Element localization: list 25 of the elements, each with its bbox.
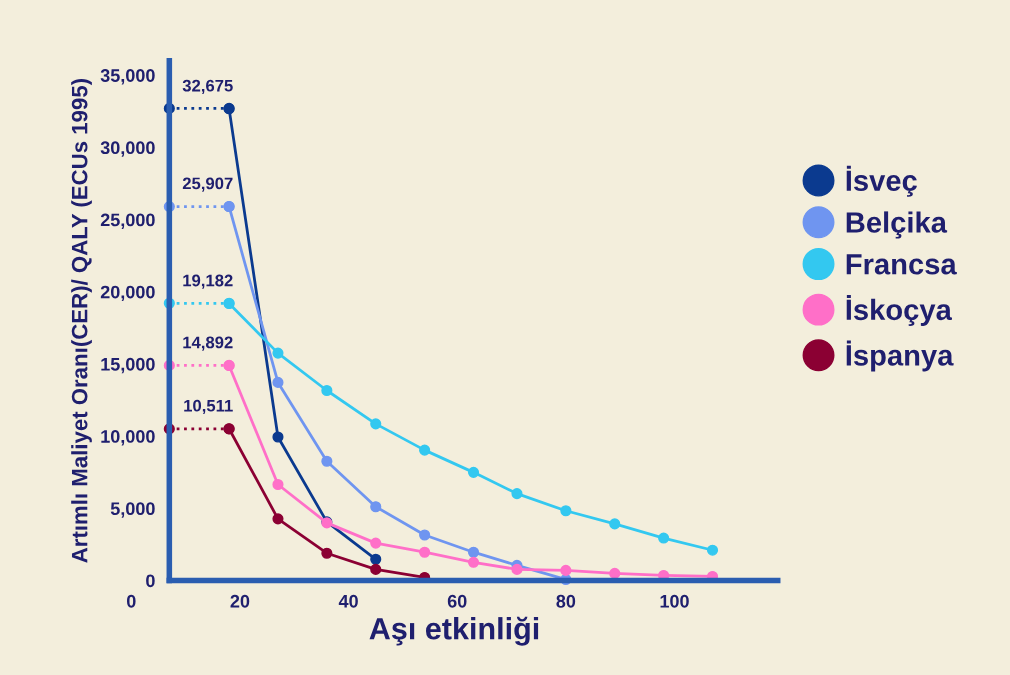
y-tick-label: 5,000	[110, 502, 155, 518]
data-label: 32,675	[182, 79, 233, 94]
legend-label: Francsa	[846, 254, 957, 275]
x-tick-label: 100	[660, 594, 689, 608]
y-tick-label: 35,000	[100, 69, 155, 85]
x-tick-label: 80	[556, 594, 576, 608]
y-tick-label: 30,000	[100, 141, 155, 157]
legend-label: İspanya	[846, 340, 954, 372]
legend-label: Belçika	[846, 211, 948, 239]
data-label: 14,892	[183, 336, 233, 351]
y-tick-label: 15,000	[101, 357, 155, 374]
y-tick-label: 0	[146, 574, 155, 588]
legend-label: İskoçya	[846, 294, 952, 326]
y-tick-label: 25,000	[100, 213, 155, 229]
legend-label: İsveç	[846, 165, 917, 197]
x-axis-title: Aşı etkinliği	[369, 616, 539, 646]
x-tick-label: 60	[447, 594, 467, 608]
x-tick-label: 20	[230, 594, 250, 608]
x-tick-label: 40	[338, 594, 358, 608]
y-tick-label: 20,000	[100, 285, 155, 302]
data-label: 25,907	[182, 177, 233, 192]
y-axis-title: Artımlı Maliyet Oranı(CER)/ QALY (ECUs 1995)	[71, 79, 92, 563]
data-label: 19,182	[183, 274, 233, 289]
data-label: 10,511	[184, 399, 233, 414]
y-tick-label: 10,000	[101, 430, 155, 446]
